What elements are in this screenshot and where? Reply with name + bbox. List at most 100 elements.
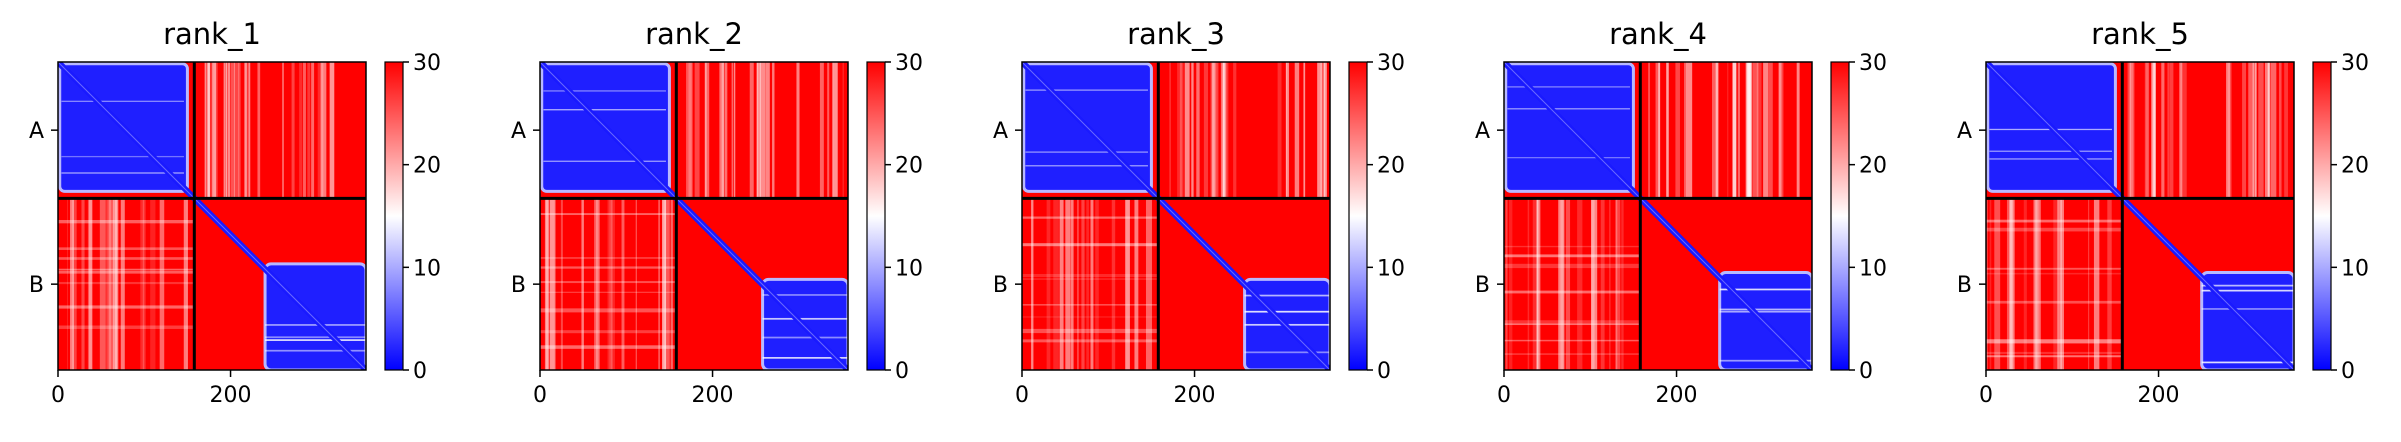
heatmap-stripe bbox=[756, 62, 761, 199]
heatmap-stripe bbox=[224, 62, 228, 199]
colorbar-tick-label: 30 bbox=[2341, 51, 2369, 76]
heatmap-stripe bbox=[1748, 62, 1752, 199]
heatmap-diagonal bbox=[58, 62, 366, 370]
heatmap-stripe bbox=[106, 198, 112, 370]
heatmap-stripe bbox=[1986, 198, 1988, 370]
heatmap-stripe bbox=[1648, 62, 1651, 199]
heatmap-stripe bbox=[87, 198, 92, 370]
heatmap-stripe bbox=[1022, 328, 1159, 334]
heatmap-stripe bbox=[1778, 62, 1782, 199]
heatmap-stripe bbox=[733, 62, 736, 199]
heatmap-stripe bbox=[688, 62, 694, 199]
colorbar bbox=[1830, 61, 1850, 371]
heatmap-stripe bbox=[1177, 62, 1182, 199]
heatmap-stripe bbox=[1675, 62, 1680, 199]
heatmap-stripe bbox=[749, 62, 754, 199]
heatmap-stripe bbox=[1294, 62, 1300, 199]
heatmap-stripe bbox=[1504, 263, 1641, 269]
heatmap-stripe bbox=[2267, 62, 2271, 199]
heatmap-stripe bbox=[611, 198, 613, 370]
heatmap-stripe bbox=[581, 198, 584, 370]
heatmap-stripe bbox=[58, 268, 195, 271]
heatmap-stripe bbox=[311, 62, 315, 199]
heatmap-stripe bbox=[1600, 198, 1605, 370]
heatmap-stripe bbox=[540, 330, 677, 334]
heatmap-stripe bbox=[233, 62, 239, 199]
heatmap-stripe bbox=[58, 257, 195, 260]
heatmap-stripe bbox=[704, 62, 710, 199]
heatmap-stripe bbox=[1504, 323, 1641, 326]
heatmap-stripe bbox=[540, 266, 677, 269]
heatmap-stripe bbox=[609, 198, 615, 370]
colorbar-tick-label: 30 bbox=[895, 51, 923, 76]
x-tick-label: 200 bbox=[2138, 383, 2180, 408]
heatmap-stripe bbox=[2264, 62, 2270, 199]
heatmap-stripe bbox=[299, 62, 303, 199]
heatmap-stripe bbox=[1727, 62, 1729, 199]
heatmap-frame bbox=[1503, 61, 1813, 371]
heatmap-stripe bbox=[1320, 62, 1326, 199]
heatmap-stripe bbox=[1527, 198, 1530, 370]
heatmap-stripe bbox=[2254, 62, 2257, 199]
heatmap-stripe bbox=[1184, 62, 1190, 199]
heatmap-band bbox=[1025, 151, 1148, 153]
x-tick-label: 200 bbox=[210, 383, 252, 408]
heatmap-stripe bbox=[725, 62, 727, 199]
heatmap-stripe bbox=[833, 62, 838, 199]
heatmap-stripe bbox=[2010, 198, 2015, 370]
heatmap-stripe bbox=[1303, 62, 1306, 199]
heatmap-band bbox=[1719, 308, 1812, 311]
heatmap-stripe bbox=[549, 198, 555, 370]
y-tick-label: A bbox=[1475, 119, 1490, 144]
heatmap-stripe bbox=[2227, 62, 2232, 199]
heatmap-stripe bbox=[1134, 198, 1139, 370]
heatmap-diagonal bbox=[1986, 62, 2294, 370]
heatmap-stripe bbox=[658, 198, 660, 370]
heatmap-stripe bbox=[81, 198, 85, 370]
heatmap-stripe bbox=[1323, 62, 1327, 199]
heatmap-stripe bbox=[1134, 198, 1139, 370]
heatmap-stripe bbox=[2023, 198, 2027, 370]
heatmap-stripe bbox=[2038, 198, 2041, 370]
heatmap-band bbox=[2201, 284, 2294, 287]
heatmap-stripe bbox=[1220, 62, 1225, 199]
x-tick-label: 0 bbox=[1979, 383, 1993, 408]
panel-title: rank_5 bbox=[2091, 17, 2189, 51]
heatmap-stripe bbox=[760, 62, 766, 199]
heatmap-stripe bbox=[2033, 198, 2039, 370]
colorbar-tick-label: 10 bbox=[413, 256, 441, 281]
heatmap-stripe bbox=[1090, 198, 1094, 370]
heatmap-diagonal-highlight bbox=[1504, 62, 1812, 370]
heatmap-stripe bbox=[226, 62, 228, 199]
heatmap-stripe bbox=[183, 198, 188, 370]
heatmap-stripe bbox=[1214, 62, 1219, 199]
heatmap-stripe bbox=[1684, 62, 1687, 199]
heatmap-stripe bbox=[1223, 62, 1229, 199]
panel-title: rank_4 bbox=[1609, 17, 1707, 51]
heatmap-stripe bbox=[2060, 198, 2064, 370]
heatmap-stripe bbox=[99, 198, 106, 370]
heatmap-stripe bbox=[2093, 198, 2100, 370]
heatmap-stripe bbox=[142, 198, 146, 370]
heatmap-frame bbox=[539, 61, 849, 371]
colorbar-tick-label: 0 bbox=[2341, 359, 2355, 384]
heatmap-diagonal-highlight bbox=[58, 62, 366, 370]
panel-rank_2: rank_2 0 200 A B 0 10 20 30 bbox=[511, 17, 923, 408]
heatmap-stripe bbox=[621, 198, 625, 370]
colorbar-tick-label: 20 bbox=[413, 154, 441, 179]
heatmap-stripe bbox=[719, 62, 722, 199]
heatmap-band bbox=[1989, 158, 2112, 160]
heatmap-stripe bbox=[540, 345, 677, 349]
colorbar-tick-label: 30 bbox=[1377, 51, 1405, 76]
heatmap-stripe bbox=[2057, 198, 2062, 370]
heatmap-stripe bbox=[1565, 198, 1571, 370]
heatmap-stripe bbox=[1223, 62, 1226, 199]
heatmap-stripe bbox=[2127, 62, 2134, 199]
colorbar bbox=[2312, 61, 2332, 371]
heatmap-stripe bbox=[58, 281, 195, 285]
heatmap-stripe bbox=[1986, 227, 2123, 232]
heatmap-stripe bbox=[540, 257, 677, 259]
heatmap-stripe bbox=[58, 219, 195, 224]
heatmap-stripe bbox=[1711, 62, 1718, 199]
heatmap-stripe bbox=[58, 305, 195, 309]
